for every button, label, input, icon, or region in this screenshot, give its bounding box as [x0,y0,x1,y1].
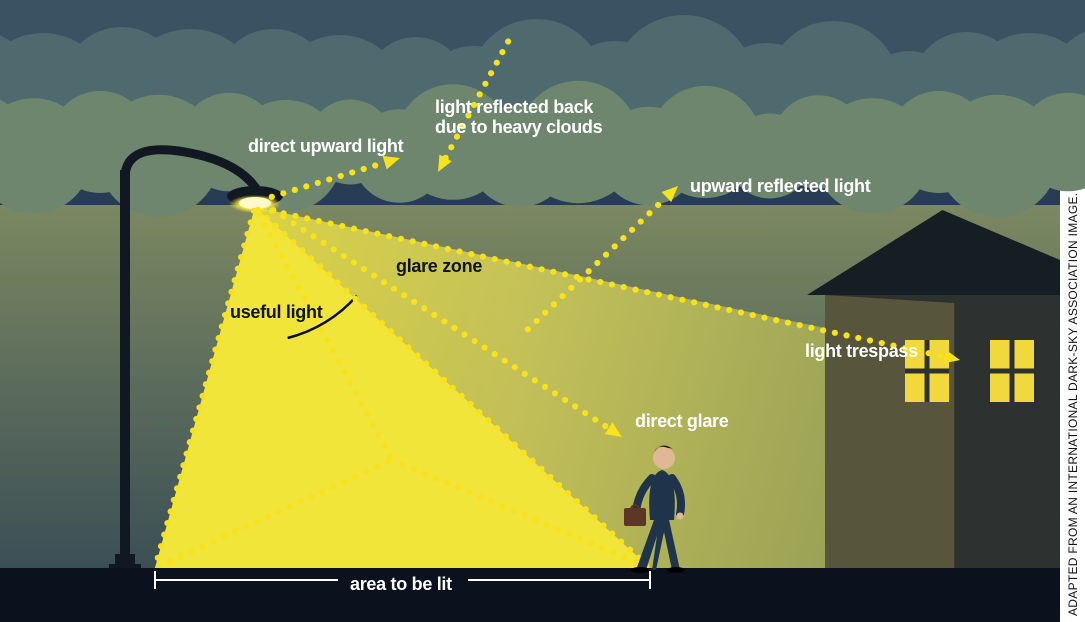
label-light_trespass: light trespass [805,341,918,361]
house-window [990,340,1034,402]
diagram-svg: direct upward lightlight reflected backd… [0,0,1085,622]
label-light_reflected_back_1: light reflected back [435,97,594,117]
label-light_reflected_back_2: due to heavy clouds [435,117,603,137]
image-credit: ADAPTED FROM AN INTERNATIONAL DARK-SKY A… [1066,193,1080,616]
diagram-stage: direct upward lightlight reflected backd… [0,0,1085,622]
label-glare_zone: glare zone [396,256,482,276]
label-direct_upward_light: direct upward light [248,136,404,156]
label-useful_light: useful light [230,302,323,322]
label-upward_reflected_light: upward reflected light [690,176,871,196]
label-area_to_be_lit: area to be lit [350,574,452,594]
label-direct_glare: direct glare [635,411,729,431]
ground [0,568,1060,622]
